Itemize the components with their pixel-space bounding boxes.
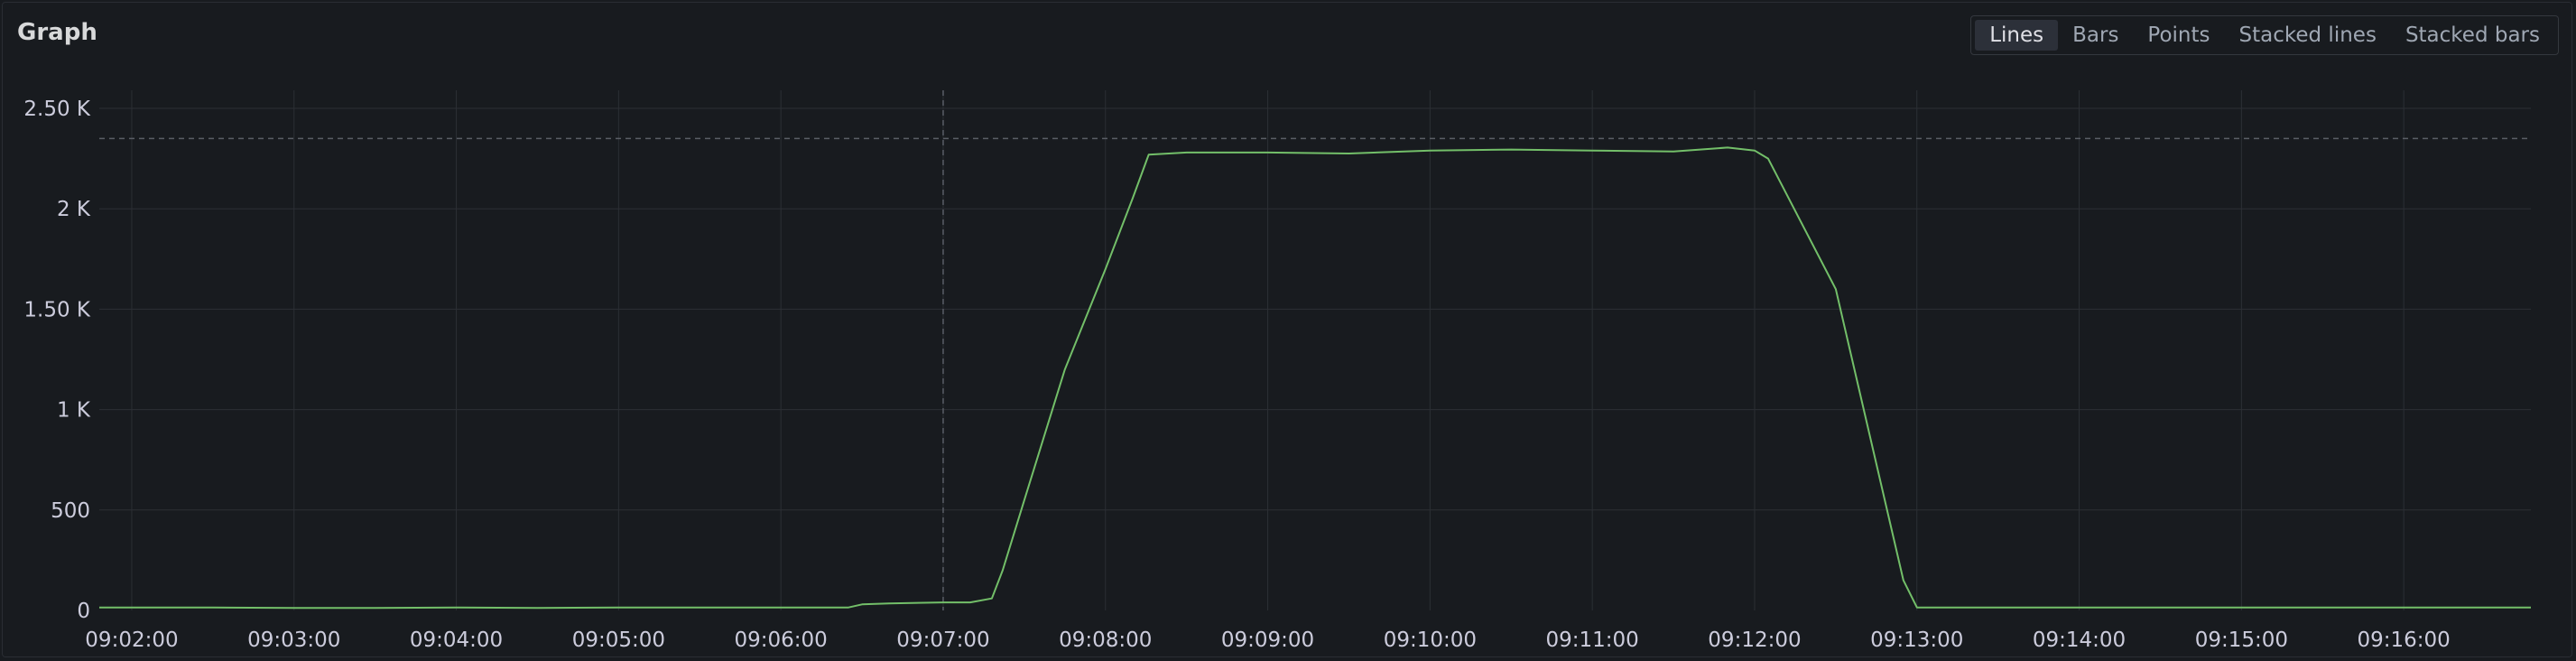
x-tick-label: 09:04:00 — [410, 628, 503, 652]
y-tick-label: 1.50 K — [23, 298, 91, 321]
stacked-bars-button[interactable]: Stacked bars — [2405, 23, 2540, 47]
x-tick-label: 09:09:00 — [1221, 628, 1314, 652]
x-tick-label: 09:08:00 — [1059, 628, 1152, 652]
bars-button[interactable]: Bars — [2072, 23, 2119, 47]
visualization-type-switcher: Lines Bars Points Stacked lines Stacked … — [1970, 15, 2559, 55]
y-tick-label: 500 — [51, 499, 90, 523]
x-tick-label: 09:10:00 — [1384, 628, 1477, 652]
points-button[interactable]: Points — [2147, 23, 2210, 47]
x-tick-label: 09:11:00 — [1546, 628, 1639, 652]
x-tick-label: 09:03:00 — [247, 628, 340, 652]
x-tick-label: 09:05:00 — [572, 628, 665, 652]
x-tick-label: 09:14:00 — [2033, 628, 2126, 652]
y-tick-label: 2.50 K — [23, 98, 91, 121]
x-tick-label: 09:06:00 — [735, 628, 828, 652]
panel-title: Graph — [17, 19, 97, 46]
x-tick-label: 09:02:00 — [85, 628, 178, 652]
stacked-lines-button[interactable]: Stacked lines — [2238, 23, 2377, 47]
series-line — [99, 146, 2531, 610]
y-tick-label: 0 — [77, 600, 90, 623]
y-tick-label: 2 K — [57, 198, 91, 221]
x-tick-label: 09:15:00 — [2195, 628, 2288, 652]
x-tick-label: 09:12:00 — [1708, 628, 1801, 652]
x-tick-label: 09:13:00 — [1870, 628, 1963, 652]
lines-button[interactable]: Lines — [1975, 20, 2059, 51]
x-tick-label: 09:16:00 — [2358, 628, 2451, 652]
y-tick-label: 1 K — [57, 399, 91, 423]
x-tick-label: 09:07:00 — [896, 628, 989, 652]
